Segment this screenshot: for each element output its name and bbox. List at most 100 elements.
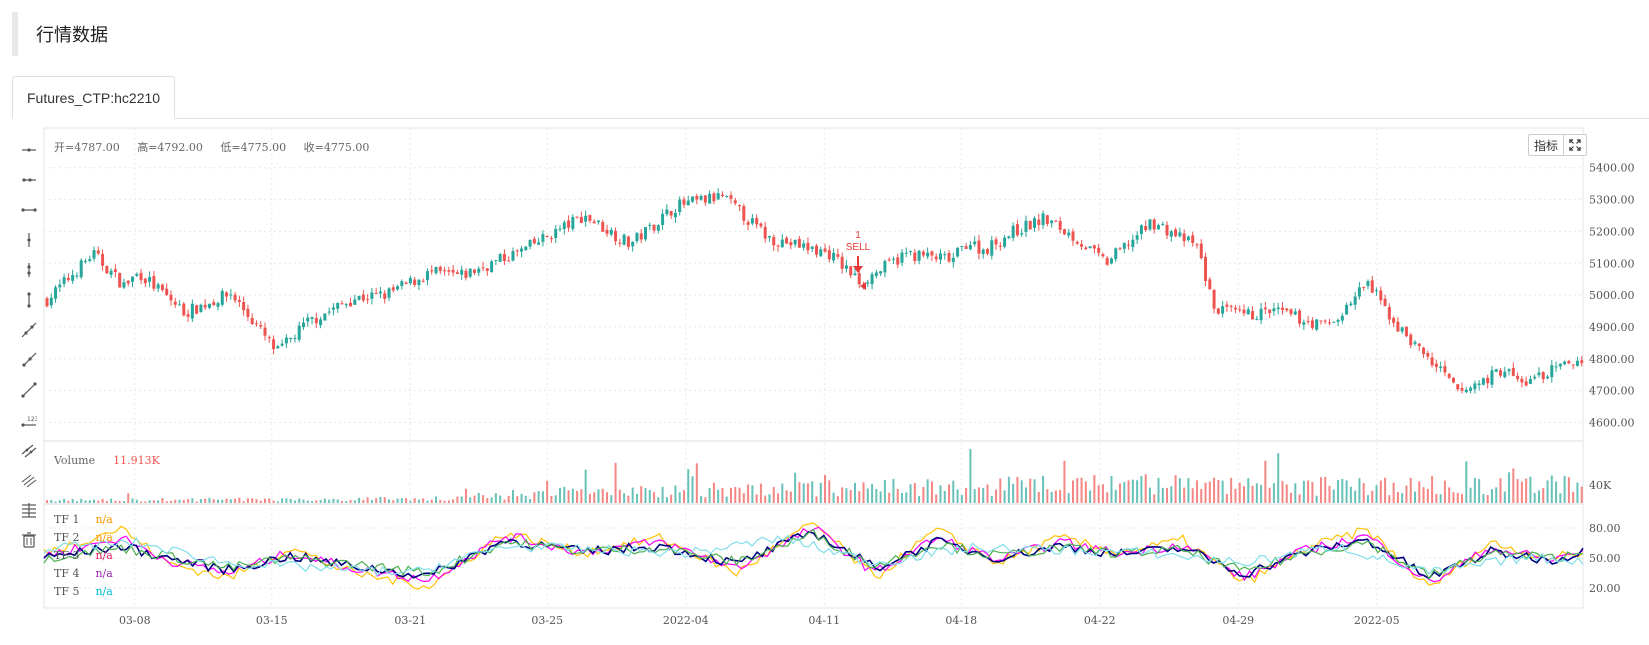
vertical-segment-icon[interactable] [14, 285, 44, 315]
candle-body [806, 242, 810, 251]
candle-body [293, 338, 297, 340]
volume-bar [370, 499, 373, 503]
trash-icon[interactable] [14, 525, 44, 555]
candle-body [1563, 361, 1567, 365]
candle-body [866, 282, 870, 284]
segment-icon[interactable] [14, 375, 44, 405]
volume-bar [1178, 478, 1181, 503]
volume-bar [67, 500, 70, 503]
volume-bar [293, 500, 296, 503]
candle-body [1259, 308, 1263, 321]
candle-body [190, 303, 194, 319]
volume-bar [383, 497, 386, 503]
volume-bar [1230, 477, 1233, 503]
price-tick-label: 5300.00 [1589, 194, 1635, 207]
candle-body [122, 282, 126, 288]
candle-body [1268, 309, 1272, 314]
candle-body [447, 270, 451, 272]
candle-body [297, 325, 301, 340]
horizontal-segment-icon[interactable] [14, 195, 44, 225]
candle-body [1238, 309, 1242, 311]
volume-bar [806, 483, 809, 503]
volume-bar [1520, 481, 1523, 503]
volume-bar [503, 499, 506, 503]
volume-bar [272, 500, 275, 503]
candle-body [1212, 289, 1216, 309]
volume-bar [1379, 480, 1382, 503]
candle-body [1409, 334, 1413, 346]
ray-icon[interactable] [14, 345, 44, 375]
volume-bar [1371, 490, 1374, 503]
volume-bar [781, 483, 784, 503]
volume-bar [943, 490, 946, 503]
volume-bar [400, 498, 403, 503]
time-tick-label: 03-25 [531, 614, 563, 627]
candle-body [259, 325, 263, 327]
candle-body [900, 252, 904, 263]
indicators-button[interactable]: 指标 [1534, 138, 1559, 153]
candle-body [994, 239, 998, 245]
candle-body [1370, 280, 1374, 293]
fib-lines-icon[interactable] [14, 495, 44, 525]
candle-body [212, 302, 216, 306]
horizontal-ray-icon[interactable] [14, 165, 44, 195]
volume-bar [1119, 483, 1122, 503]
volume-bar [456, 496, 459, 503]
volume-bar [435, 496, 438, 503]
candle-body [1528, 379, 1532, 384]
volume-bar [935, 494, 938, 503]
candle-body [225, 292, 229, 297]
candle-body [1225, 304, 1229, 307]
candle-body [421, 280, 425, 282]
volume-bar [246, 498, 249, 503]
trend-line-icon[interactable] [14, 315, 44, 345]
candle-body [126, 280, 130, 284]
volume-bar [1349, 486, 1352, 503]
multi-line-icon[interactable] [14, 465, 44, 495]
fullscreen-button[interactable] [1563, 135, 1586, 155]
volume-bar [610, 495, 613, 503]
parallel-channel-icon[interactable] [14, 435, 44, 465]
candle-body [609, 229, 613, 235]
osc-tick-label: 80.00 [1589, 522, 1621, 535]
candle-body [1387, 307, 1391, 320]
candle-body [302, 322, 305, 328]
candle-body [246, 308, 250, 317]
price-label-icon[interactable]: 123 [14, 405, 44, 435]
price-tick-label: 5200.00 [1589, 225, 1635, 238]
candle-body [135, 273, 139, 276]
vertical-ray-icon[interactable] [14, 255, 44, 285]
candle-body [109, 270, 113, 275]
horizontal-line-icon[interactable] [14, 135, 44, 165]
candle-body [1289, 309, 1293, 315]
volume-bar [717, 489, 720, 503]
volume-bar [396, 498, 399, 503]
volume-bar [1084, 481, 1087, 503]
volume-bar [1225, 494, 1228, 503]
volume-bar [1324, 476, 1327, 503]
volume-bar [815, 496, 818, 503]
volume-bar [1576, 482, 1579, 503]
candle-body [1315, 319, 1319, 330]
candle-body [1375, 290, 1379, 292]
candle-body [849, 266, 853, 276]
volume-bar [127, 493, 130, 503]
volume-bar [1093, 475, 1096, 503]
candle-body [802, 243, 806, 248]
vertical-line-icon[interactable] [14, 225, 44, 255]
volume-bar [1478, 479, 1481, 503]
ohlc-open: 开=4787.00 [54, 141, 120, 154]
volume-bar [1396, 491, 1399, 503]
candle-body [1127, 244, 1131, 246]
oscillator-line [43, 534, 1584, 577]
candle-body [1353, 296, 1357, 305]
volume-bar [1285, 484, 1288, 503]
tab-futures-symbol[interactable]: Futures_CTP:hc2210 [12, 76, 176, 119]
candle-body [1229, 305, 1233, 307]
volume-bar [1366, 495, 1369, 503]
candle-body [1084, 247, 1088, 250]
volume-bar [1388, 495, 1391, 503]
candle-body [626, 236, 630, 247]
volume-bar [853, 482, 856, 503]
